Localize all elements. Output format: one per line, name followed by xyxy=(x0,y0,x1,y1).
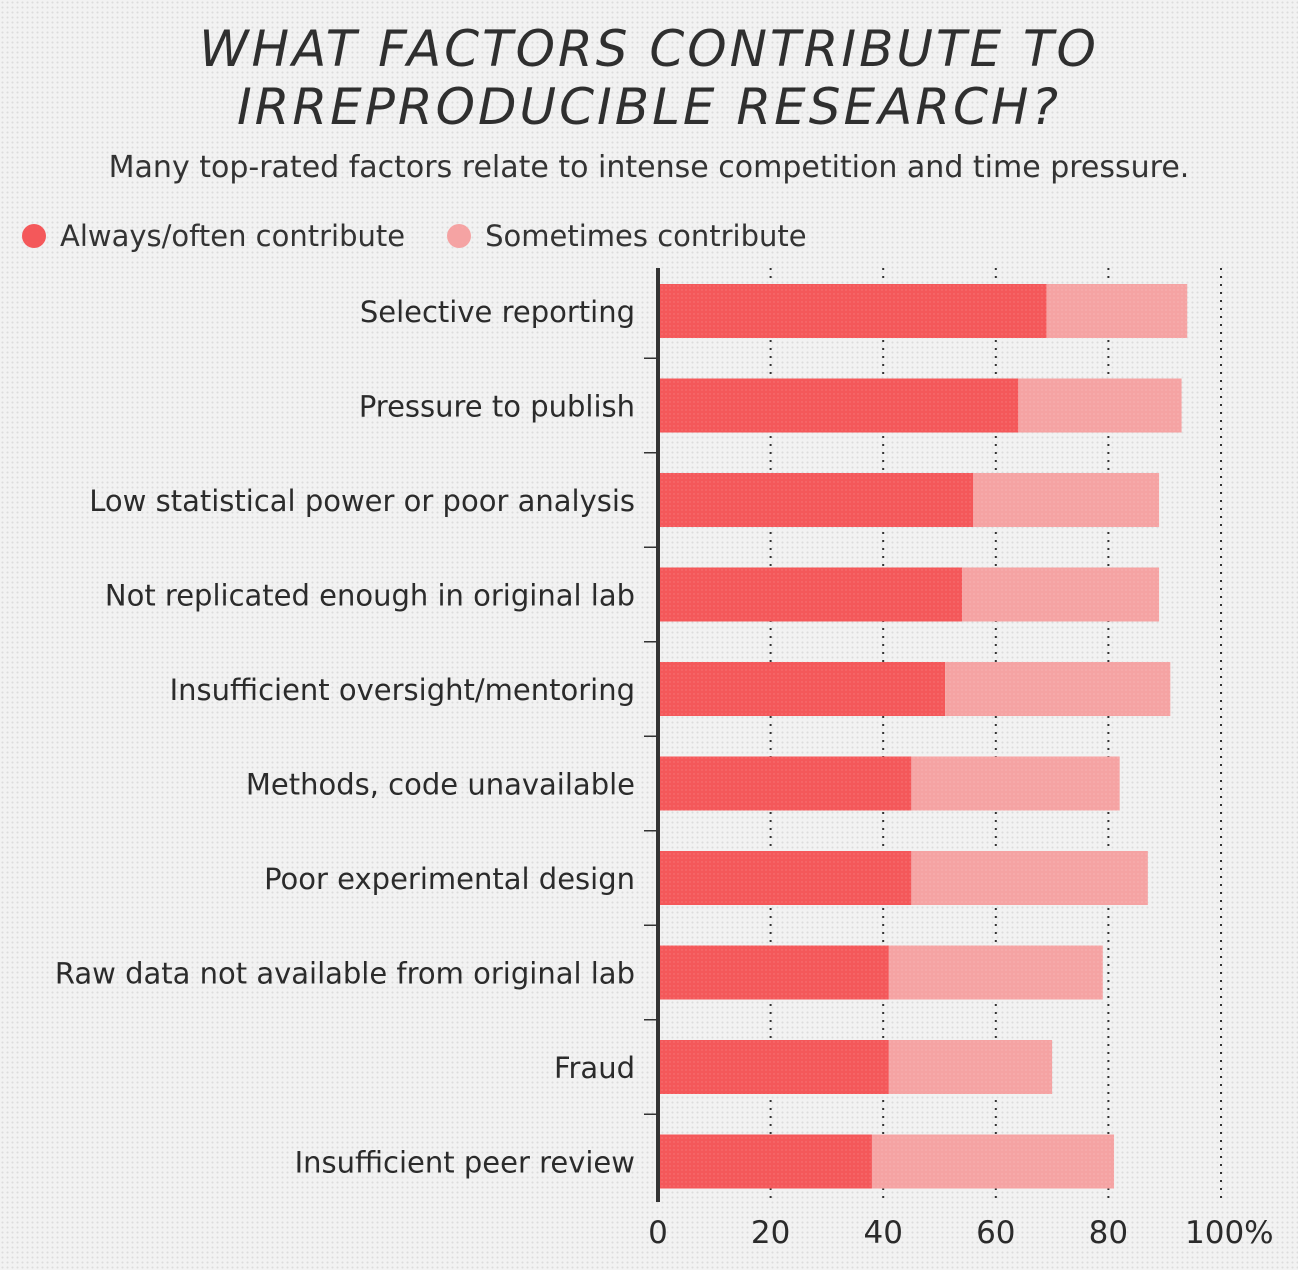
category-label-4: Insufficient oversight/mentoring xyxy=(170,673,635,707)
category-label-6: Poor experimental design xyxy=(264,862,635,896)
x-tick-label-100: 100% xyxy=(1185,1215,1274,1251)
x-tick-label-40: 40 xyxy=(863,1215,902,1251)
legend-item-always: Always/often contribute xyxy=(22,219,405,253)
bar-texture-always-1 xyxy=(658,378,1019,433)
chart-title-line-1: WHAT FACTORS CONTRIBUTE TO xyxy=(199,20,1099,78)
bar-texture-sometimes-6 xyxy=(911,851,1148,905)
bar-texture-sometimes-1 xyxy=(1018,378,1182,433)
category-label-9: Insufficient peer review xyxy=(295,1146,635,1180)
bar-texture-sometimes-5 xyxy=(911,756,1120,811)
category-labels: Selective reporting Pressure to publish Lo… xyxy=(55,295,635,1180)
bar-texture-always-2 xyxy=(658,473,974,527)
legend-item-sometimes: Sometimes contribute xyxy=(447,219,807,253)
category-label-1: Pressure to publish xyxy=(359,390,635,424)
x-tick-label-0: 0 xyxy=(648,1215,668,1251)
bar-texture-sometimes-4 xyxy=(945,662,1171,716)
bar-texture-always-3 xyxy=(658,567,963,622)
legend-label-always: Always/often contribute xyxy=(60,219,406,253)
bar-texture-sometimes-9 xyxy=(871,1134,1115,1189)
x-tick-label-20: 20 xyxy=(751,1215,790,1251)
bar-texture-always-0 xyxy=(658,284,1047,338)
bar-texture-sometimes-8 xyxy=(888,1040,1053,1094)
legend-label-sometimes: Sometimes contribute xyxy=(485,219,807,253)
category-label-5: Methods, code unavailable xyxy=(246,768,635,802)
category-label-3: Not replicated enough in original lab xyxy=(105,579,635,613)
bar-texture-always-8 xyxy=(658,1040,889,1094)
legend-swatch-sometimes xyxy=(447,224,472,248)
bar-texture-always-7 xyxy=(658,945,889,1000)
bar-texture-always-4 xyxy=(658,662,946,716)
category-label-2: Low statistical power or poor analysis xyxy=(89,484,635,518)
legend-swatch-always xyxy=(22,224,46,248)
bar-texture-sometimes-7 xyxy=(888,945,1103,1000)
bar-texture-always-9 xyxy=(658,1134,872,1189)
chart-legend: Always/often contribute Sometimes contri… xyxy=(22,216,807,256)
chart-title-line-2: IRREPRODUCIBLE RESEARCH? xyxy=(236,78,1062,136)
bar-texture-always-5 xyxy=(658,756,912,811)
bar-texture-sometimes-3 xyxy=(962,567,1160,622)
bar-texture-always-6 xyxy=(658,851,912,905)
bar-texture-sometimes-2 xyxy=(973,473,1160,527)
x-tick-label-60: 60 xyxy=(976,1215,1015,1251)
chart-subtitle: Many top-rated factors relate to intense… xyxy=(108,150,1190,185)
category-label-7: Raw data not available from original lab xyxy=(55,957,635,991)
chart-title: WHAT FACTORS CONTRIBUTE TO IRREPRODUCIBL… xyxy=(0,20,1298,136)
bar-texture-sometimes-0 xyxy=(1046,284,1188,338)
category-label-8: Fraud xyxy=(554,1051,635,1085)
x-tick-label-80: 80 xyxy=(1089,1215,1128,1251)
category-label-0: Selective reporting xyxy=(360,295,635,329)
axis: 0 20 40 60 80 100% xyxy=(644,268,1274,1251)
bars xyxy=(658,284,1188,1189)
